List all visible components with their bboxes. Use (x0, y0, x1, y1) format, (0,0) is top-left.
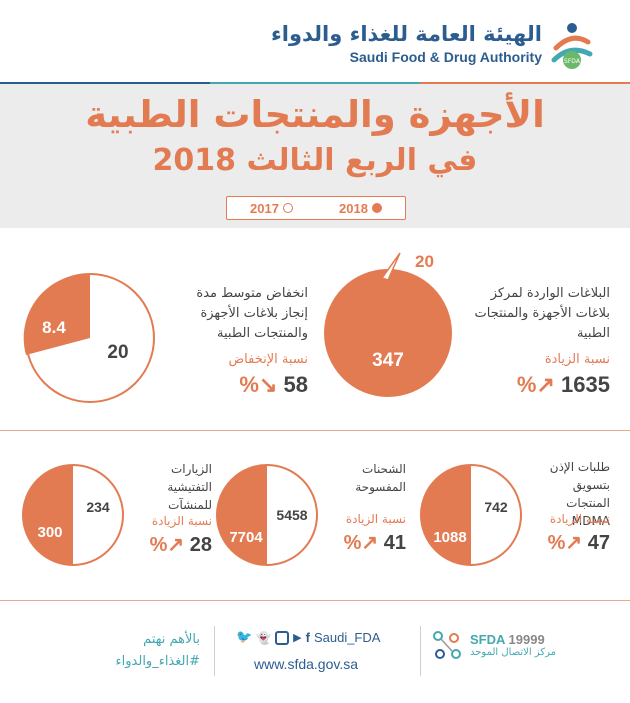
inspections-pie: 300 234 (22, 464, 124, 566)
social-handle[interactable]: Saudi_FDA (313, 630, 381, 645)
shipments-pie: 7704 5458 (216, 464, 318, 566)
hashtag[interactable]: #الغذاء_والدواء (115, 654, 200, 669)
social-block: 🐦 👻 ▶ f Saudi_FDA (236, 630, 380, 645)
reports-value-2017: 20 (415, 252, 434, 271)
snapchat-icon[interactable]: 👻 (256, 630, 272, 645)
completion-time-pie-2018 (23, 273, 90, 355)
inspections-change-label: نسبة الزيادة (151, 514, 212, 528)
hollow-circle-icon (282, 203, 293, 213)
legend: 2017 2018 (226, 196, 406, 220)
increase-arrow-icon: %↗ (547, 532, 583, 554)
completion-time-change-value: 58 (283, 372, 308, 397)
increase-arrow-icon: %↗ (149, 534, 185, 556)
filled-circle-icon (371, 203, 382, 213)
reports-pie: 347 (324, 250, 452, 397)
completion-time-label: انخفاض متوسط مدة إنجاز بلاغات الأجهزة وا… (196, 286, 308, 341)
footer-separator (214, 626, 215, 676)
logo-arabic-text: الهيئة العامة للغذاء والدواء (271, 22, 542, 46)
section-divider (0, 430, 630, 431)
legend-label-2017: 2017 (250, 200, 279, 216)
shipments-value-2017: 5458 (276, 507, 307, 523)
legend-label-2018: 2018 (339, 200, 368, 216)
shipments-change: %↗ 41 (322, 530, 406, 555)
call-center-icon (433, 631, 461, 659)
inspections-change: %↗ 28 (128, 532, 212, 557)
mdma-label: طلبات الإذن بتسويق المنتجات MDMA (549, 460, 610, 528)
twitter-icon[interactable]: 🐦 (236, 630, 253, 645)
completion-time-change: %↘ 58 (168, 372, 308, 398)
sfda-logo-icon: SFDA (551, 23, 593, 69)
mdma-change: %↗ 47 (526, 530, 610, 555)
shipments-value-2018: 7704 (229, 529, 263, 546)
footer-divider (0, 600, 630, 601)
inspections-value-2018: 300 (37, 524, 62, 541)
completion-time-value-2017: 20 (107, 342, 128, 363)
increase-arrow-icon: %↗ (343, 532, 379, 554)
hotline-line: SFDA 19999 (470, 632, 556, 647)
reports-change: %↗ 1635 (470, 372, 610, 398)
mdma-value-2017: 742 (484, 499, 508, 515)
decrease-arrow-icon: %↘ (239, 372, 278, 397)
completion-time-value-2018: 8.4 (42, 318, 66, 337)
completion-time-change-label: نسبة الإنخفاض (228, 352, 308, 367)
website-link[interactable]: www.sfda.gov.sa (254, 656, 359, 672)
logo-badge: SFDA (564, 58, 581, 65)
legend-item-2018: 2018 (339, 201, 382, 216)
completion-time-pie: 8.4 20 (23, 273, 155, 403)
mdma-pie: 1088 742 (420, 464, 522, 566)
inspections-value-2017: 234 (86, 499, 110, 515)
facebook-icon[interactable]: f (305, 630, 310, 645)
page-title: الأجهزة والمنتجات الطبية (85, 93, 545, 136)
header: الهيئة العامة للغذاء والدواء Saudi Food … (0, 0, 630, 82)
youtube-icon[interactable]: ▶ (293, 631, 302, 644)
mdma-change-value: 47 (587, 532, 610, 554)
sfda-hotline-block: SFDA 19999 مركز الاتصال الموحد (430, 628, 556, 662)
header-accent-line (0, 82, 630, 84)
sfda-label: SFDA (470, 632, 505, 647)
reports-label: البلاغات الواردة لمركز بلاغات الأجهزة وا… (474, 286, 610, 341)
hotline-number: 19999 (508, 632, 545, 647)
slogan: بالأهم نهتم (143, 632, 200, 647)
shipments-change-label: نسبة الزيادة (345, 512, 406, 526)
shipments-pie-2018 (217, 465, 267, 565)
mdma-value-2018: 1088 (433, 529, 466, 546)
shipments-change-value: 41 (383, 532, 406, 554)
logo-english-text: Saudi Food & Drug Authority (349, 49, 542, 65)
reports-pie-2018 (324, 269, 452, 397)
inspections-pie-2018 (23, 465, 73, 565)
page-subtitle: في الربع الثالث 2018 (152, 143, 478, 178)
inspections-label: الزيارات التفتيشية للمنشآت (167, 462, 212, 512)
instagram-icon[interactable] (275, 630, 290, 645)
shipments-label: الشحنات المفسوحة (355, 462, 406, 494)
reports-change-label: نسبة الزيادة (544, 352, 610, 367)
increase-arrow-icon: %↗ (516, 372, 555, 397)
footer-separator (420, 626, 421, 676)
call-center-label: مركز الاتصال الموحد (470, 647, 556, 658)
mdma-pie-2018 (421, 465, 471, 565)
legend-item-2017: 2017 (250, 201, 293, 216)
reports-pie-2017-sliver (380, 252, 401, 281)
inspections-change-value: 28 (189, 534, 212, 556)
mdma-change-label: نسبة الزيادة (549, 512, 610, 526)
reports-value-2018: 347 (372, 350, 404, 371)
reports-change-value: 1635 (561, 372, 610, 397)
